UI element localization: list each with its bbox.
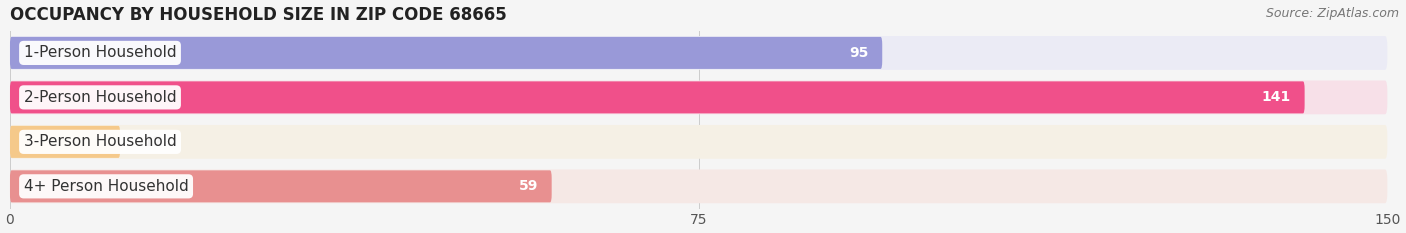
Text: 3-Person Household: 3-Person Household bbox=[24, 134, 177, 149]
Text: Source: ZipAtlas.com: Source: ZipAtlas.com bbox=[1265, 7, 1399, 20]
Text: 141: 141 bbox=[1261, 90, 1291, 104]
FancyBboxPatch shape bbox=[10, 169, 1388, 203]
FancyBboxPatch shape bbox=[10, 126, 120, 158]
Text: 59: 59 bbox=[519, 179, 538, 193]
FancyBboxPatch shape bbox=[10, 125, 1388, 159]
FancyBboxPatch shape bbox=[10, 80, 1388, 114]
FancyBboxPatch shape bbox=[10, 37, 882, 69]
Text: 1-Person Household: 1-Person Household bbox=[24, 45, 176, 60]
Text: OCCUPANCY BY HOUSEHOLD SIZE IN ZIP CODE 68665: OCCUPANCY BY HOUSEHOLD SIZE IN ZIP CODE … bbox=[10, 6, 506, 24]
Text: 95: 95 bbox=[849, 46, 869, 60]
FancyBboxPatch shape bbox=[10, 81, 1305, 113]
FancyBboxPatch shape bbox=[10, 170, 551, 202]
Text: 4+ Person Household: 4+ Person Household bbox=[24, 179, 188, 194]
FancyBboxPatch shape bbox=[10, 36, 1388, 70]
Text: 2-Person Household: 2-Person Household bbox=[24, 90, 176, 105]
Text: 12: 12 bbox=[143, 135, 163, 149]
